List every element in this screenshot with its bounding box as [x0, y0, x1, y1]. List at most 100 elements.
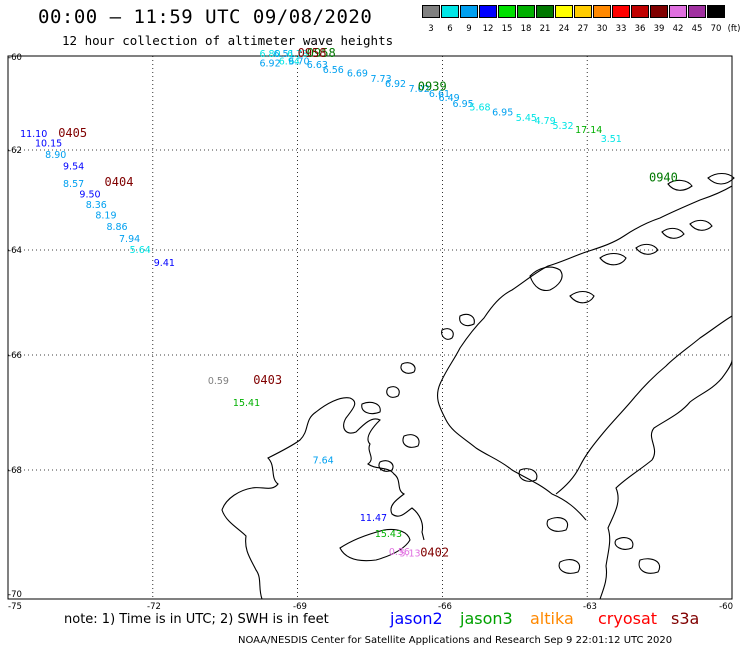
satellite-cryosat: cryosat — [598, 609, 658, 628]
swh-observation: 6.92 — [259, 58, 280, 69]
lat-label-60: -60 — [8, 53, 22, 63]
legend-swatch-15 — [498, 5, 516, 18]
swh-observation: 5.13 — [399, 548, 420, 559]
map-graticule — [8, 56, 732, 599]
page-title: 00:00 – 11:59 UTC 09/08/2020 — [38, 6, 373, 28]
legend-label-30: 30 — [596, 24, 608, 34]
credit-line: NOAA/NESDIS Center for Satellite Applica… — [238, 635, 673, 646]
legend-swatch-30 — [593, 5, 611, 18]
swh-observation: 7.02 — [409, 84, 430, 95]
swh-observation: 9.50 — [79, 190, 100, 201]
lat-label-66: -66 — [8, 351, 22, 361]
legend-swatch-9 — [460, 5, 478, 18]
coastline-islands-south — [361, 401, 660, 574]
legend-label-36: 36 — [634, 24, 646, 34]
swh-observation: 6.95 — [492, 108, 513, 119]
swh-observation: 6.69 — [347, 69, 368, 80]
legend-swatch-12 — [479, 5, 497, 18]
coastline-peninsula-east — [599, 359, 733, 600]
swh-observation: 8.90 — [45, 150, 66, 161]
pass-time-label: 0940 — [649, 171, 678, 185]
legend-swatch-33 — [612, 5, 630, 18]
legend-swatch-18 — [517, 5, 535, 18]
swh-observation: 15.43 — [375, 529, 402, 540]
legend-unit-label: (ft) — [727, 24, 740, 34]
swh-observation: 6.56 — [323, 65, 344, 76]
swh-observation: 3.51 — [601, 134, 622, 145]
lon-label-63: -63 — [583, 602, 597, 612]
lat-label-62: -62 — [8, 146, 22, 156]
legend-label-45: 45 — [691, 24, 703, 34]
swh-observation: 6.51 — [273, 49, 294, 60]
satellite-jason3: jason3 — [460, 609, 513, 628]
coastline-inner-east — [437, 185, 733, 521]
legend-label-18: 18 — [520, 24, 532, 34]
legend-swatch-42 — [669, 5, 687, 18]
legend-label-33: 33 — [615, 24, 627, 34]
swh-observation: 0.59 — [208, 376, 229, 387]
lon-label-75: -75 — [8, 602, 22, 612]
legend-label-3: 3 — [428, 24, 434, 34]
swh-observation: 9.54 — [63, 162, 84, 173]
satellite-jason2: jason2 — [390, 609, 443, 628]
swh-observation: 7.64 — [313, 456, 334, 467]
pass-time-label: 0404 — [105, 175, 134, 189]
satellite-s3a: s3a — [671, 609, 700, 628]
coastline-islands-mid — [386, 313, 475, 398]
swh-observation: 8.57 — [63, 179, 84, 190]
lon-label-60: -60 — [719, 602, 733, 612]
swh-observation: 6.95 — [453, 99, 474, 110]
pass-time-label: 0403 — [253, 373, 282, 387]
legend-label-42: 42 — [672, 24, 684, 34]
lon-label-66: -66 — [438, 602, 452, 612]
legend-label-70: 70 — [710, 24, 722, 34]
coastline — [221, 172, 735, 600]
legend-swatch-39 — [650, 5, 668, 18]
map-frame — [7, 55, 733, 600]
swh-observation: 17.14 — [575, 125, 602, 136]
swh-observation: 15.41 — [233, 398, 260, 409]
lat-label-70: -70 — [8, 590, 22, 600]
swh-observation: 5.45 — [516, 113, 537, 124]
pass-time-label: 0402 — [420, 545, 449, 559]
legend-label-24: 24 — [558, 24, 570, 34]
lat-label-64: -64 — [8, 246, 22, 256]
legend-label-39: 39 — [653, 24, 665, 34]
page-subtitle: 12 hour collection of altimeter wave hei… — [62, 33, 394, 48]
coastline-mid-east — [555, 315, 733, 495]
legend-label-12: 12 — [482, 24, 494, 34]
legend-label-21: 21 — [539, 24, 551, 34]
swh-observation: 4.79 — [535, 116, 556, 127]
swh-observation: 8.86 — [106, 222, 127, 233]
pass-time-label: 0958 — [307, 46, 336, 60]
legend-swatch-45 — [688, 5, 706, 18]
swh-observation: 5.64 — [130, 245, 151, 256]
legend-swatch-24 — [555, 5, 573, 18]
swh-observation: 5.32 — [552, 121, 573, 132]
swh-observation: 6.92 — [385, 79, 406, 90]
legend-swatch-6 — [441, 5, 459, 18]
swh-observation: 6.70 — [288, 56, 309, 67]
coastline-ice-shelf — [339, 528, 411, 562]
legend-swatch-21 — [536, 5, 554, 18]
swh-observation: 6.49 — [439, 93, 460, 104]
legend-swatch-70 — [707, 5, 725, 18]
swh-observation: 7.94 — [119, 234, 140, 245]
swh-observation: 5.68 — [469, 103, 490, 114]
satellite-altika: altika — [530, 609, 574, 628]
swh-observation: 7.73 — [370, 74, 391, 85]
lon-label-69: -69 — [293, 602, 307, 612]
footer-note: note: 1) Time is in UTC; 2) SWH is in fe… — [64, 612, 329, 627]
swh-observation: 0.56 — [389, 547, 410, 558]
swh-observation: 6.94 — [279, 56, 300, 67]
swh-observation: 6.78 — [287, 49, 308, 60]
swh-observation: 11.47 — [360, 513, 387, 524]
legend-swatch-27 — [574, 5, 592, 18]
swh-observation: 11.10 — [20, 129, 47, 140]
swh-observation: 6.63 — [307, 60, 328, 71]
legend-label-9: 9 — [466, 24, 472, 34]
swh-observation: 6.80 — [259, 49, 280, 60]
